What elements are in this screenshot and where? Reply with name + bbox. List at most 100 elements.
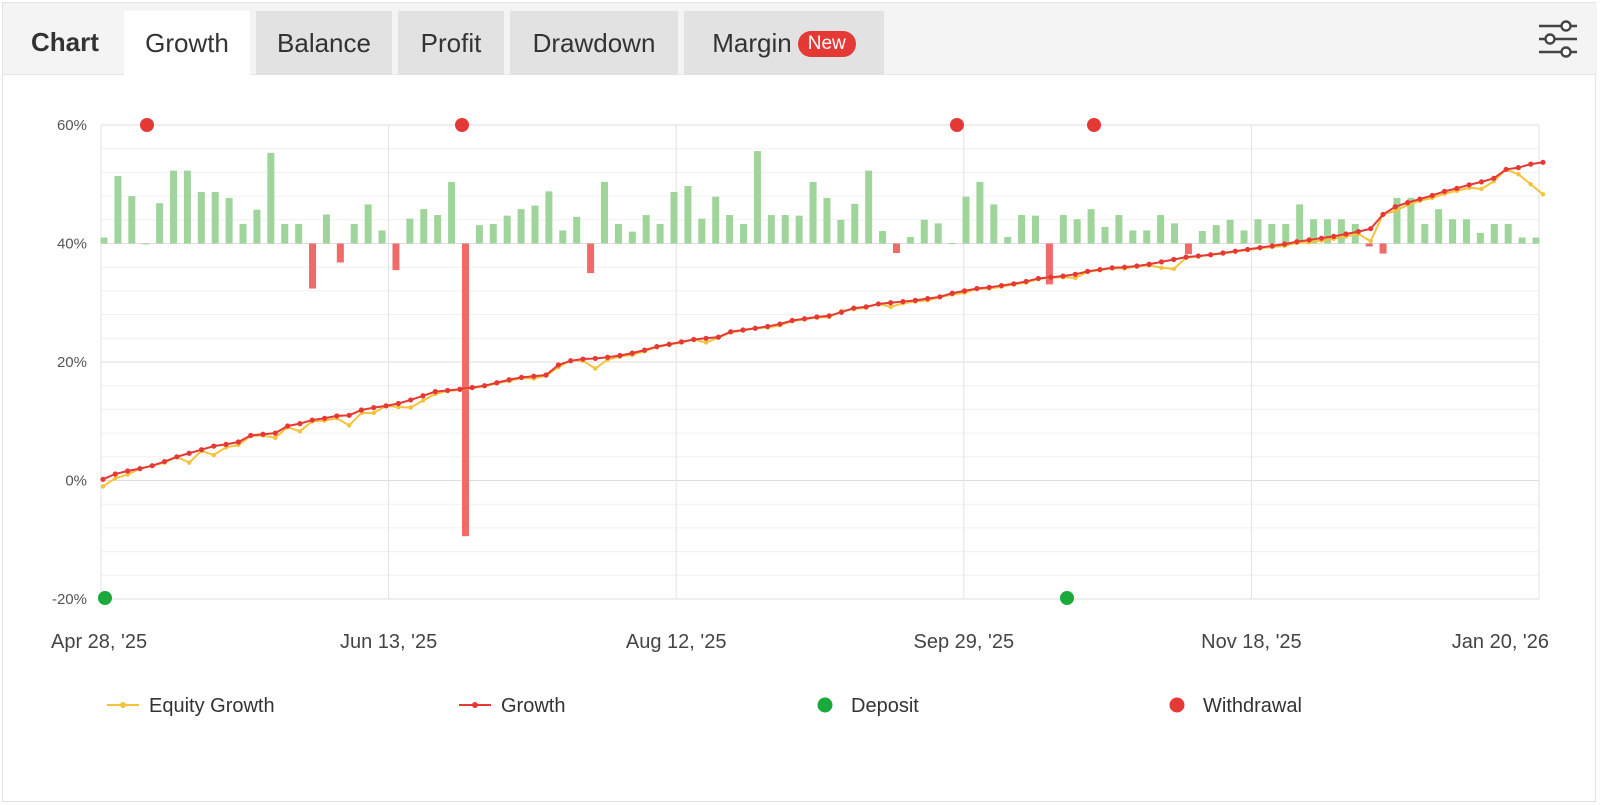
growth-point <box>1183 254 1189 260</box>
equity-growth-point <box>408 405 413 410</box>
bar-positive <box>1532 237 1540 244</box>
bar-positive <box>601 181 609 244</box>
growth-point <box>543 372 549 378</box>
equity-growth-point <box>1159 265 1164 270</box>
bar-positive <box>684 186 692 244</box>
bar-positive <box>726 215 734 244</box>
growth-point <box>949 290 955 296</box>
growth-point <box>346 412 352 418</box>
bar-positive <box>378 230 386 244</box>
growth-point <box>445 387 451 394</box>
withdrawal-marker <box>1087 118 1101 132</box>
growth-point <box>1109 265 1115 271</box>
bar-positive <box>1171 223 1179 244</box>
legend-equity-growth-swatch-dot <box>120 702 126 708</box>
equity-growth-point <box>186 460 192 465</box>
bar-positive <box>1004 236 1012 244</box>
bar-positive <box>183 170 191 244</box>
growth-point <box>1405 200 1411 206</box>
tab-growth[interactable]: Growth <box>124 11 250 76</box>
growth-point <box>149 463 155 469</box>
bar-positive <box>990 204 998 244</box>
legend-equity-growth: Equity Growth <box>107 695 275 717</box>
bar-positive <box>1421 223 1429 244</box>
growth-point <box>531 373 537 379</box>
bar-positive <box>712 196 720 244</box>
bar-positive <box>934 223 942 244</box>
growth-point <box>1269 243 1275 249</box>
bar-positive <box>128 196 136 244</box>
bar-positive <box>295 223 303 244</box>
bar-positive <box>142 243 150 245</box>
bar-positive <box>1476 232 1484 244</box>
bar-positive <box>1198 231 1206 244</box>
bar-positive <box>1059 215 1067 244</box>
withdrawal-marker <box>950 118 964 132</box>
sliders-icon[interactable] <box>1537 19 1579 59</box>
growth-point <box>272 430 278 436</box>
growth-point <box>740 327 746 333</box>
growth-point <box>395 400 401 407</box>
bar-positive <box>239 223 247 244</box>
bar-positive <box>434 215 442 244</box>
growth-point <box>174 454 180 460</box>
bar-positive <box>1282 223 1290 244</box>
growth-point <box>211 443 217 449</box>
growth-point <box>506 377 512 383</box>
growth-point <box>112 471 118 477</box>
tab-margin[interactable]: Margin New <box>684 11 884 75</box>
growth-point <box>826 313 832 319</box>
growth-point <box>641 347 648 353</box>
growth-point <box>1134 263 1140 269</box>
bar-positive <box>489 223 497 244</box>
growth-point <box>875 301 881 307</box>
bar-positive <box>795 215 803 244</box>
growth-point <box>1146 261 1152 267</box>
bar-positive <box>406 218 414 244</box>
y-tick-label: -20% <box>52 591 87 608</box>
growth-point <box>432 389 438 395</box>
bar-negative <box>336 243 344 263</box>
growth-point <box>851 305 857 311</box>
growth-point <box>1097 266 1103 273</box>
growth-point <box>678 339 685 345</box>
growth-point <box>1368 226 1374 232</box>
x-tick-label: Jan 20, '26 <box>1452 631 1549 653</box>
growth-point <box>888 300 894 306</box>
growth-point <box>100 476 106 482</box>
growth-point <box>223 441 229 447</box>
bar-positive <box>573 216 581 244</box>
growth-point <box>137 466 143 472</box>
tab-balance-label: Balance <box>277 28 371 58</box>
bar-positive <box>1323 219 1331 244</box>
equity-growth-point <box>1393 208 1398 214</box>
growth-point <box>986 284 992 290</box>
growth-point <box>1515 165 1521 171</box>
bar-positive <box>1101 226 1109 244</box>
legend-deposit-swatch <box>817 697 833 713</box>
growth-point <box>161 458 168 465</box>
y-tick-label: 40% <box>57 236 87 253</box>
tab-balance[interactable]: Balance <box>256 11 392 75</box>
bar-positive <box>559 230 567 244</box>
equity-growth-point <box>113 475 118 481</box>
growth-point <box>912 297 918 303</box>
growth-point <box>1245 246 1251 253</box>
tab-profit[interactable]: Profit <box>398 11 504 75</box>
bar-positive <box>753 151 761 244</box>
equity-growth-point <box>100 484 106 489</box>
growth-point <box>838 309 845 315</box>
tab-drawdown[interactable]: Drawdown <box>510 11 678 75</box>
bar-positive <box>1435 209 1443 244</box>
growth-point <box>408 397 414 403</box>
growth-point <box>555 362 561 368</box>
growth-point <box>728 329 734 335</box>
growth-point <box>1085 268 1091 274</box>
equity-growth-point <box>1073 275 1078 281</box>
growth-point <box>1441 188 1448 194</box>
tab-growth-label: Growth <box>145 28 229 58</box>
bar-positive <box>1129 230 1137 244</box>
x-tick-label: Sep 29, '25 <box>914 631 1015 653</box>
bar-positive <box>920 219 928 244</box>
bar-positive <box>1073 219 1081 244</box>
